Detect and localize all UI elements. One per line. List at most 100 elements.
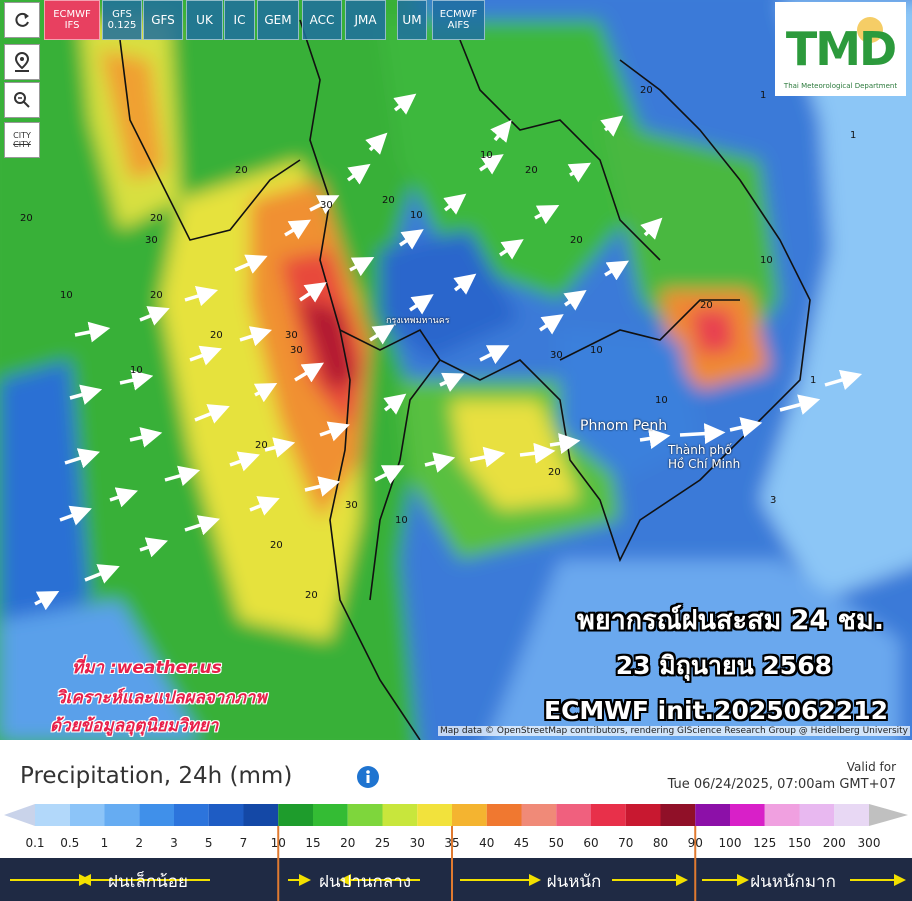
contour-label: 20 <box>210 330 223 341</box>
wind-arrow <box>534 205 560 225</box>
contour-label: 20 <box>548 467 561 478</box>
scale-swatch <box>139 804 174 826</box>
contour-label: 1 <box>760 90 767 101</box>
wind-arrow <box>349 257 375 277</box>
scale-label: 7 <box>239 836 248 850</box>
model-button[interactable]: ECMWF AIFS <box>432 0 485 40</box>
model-button[interactable]: GFS 0.125 <box>102 0 142 40</box>
zoom-button[interactable] <box>4 82 40 118</box>
model-button[interactable]: IC <box>224 0 255 40</box>
wind-arrow <box>679 423 726 445</box>
scale-swatch <box>764 804 800 826</box>
credit: วิเคราะห์และแปลผลจากภาพ <box>56 688 267 708</box>
wind-arrow <box>424 452 456 473</box>
scale-swatch <box>104 804 140 826</box>
wind-arrow <box>443 193 467 215</box>
contour-label: 20 <box>150 290 163 301</box>
model-button[interactable]: ECMWF IFS <box>44 0 100 40</box>
wind-arrow <box>74 321 111 343</box>
wind-arrow <box>567 162 592 183</box>
refresh-button[interactable] <box>4 2 40 38</box>
contour-label: 10 <box>130 365 143 376</box>
location-button[interactable] <box>4 44 40 80</box>
scale-swatch <box>174 804 209 826</box>
wind-arrow <box>453 273 477 295</box>
scale-label: 25 <box>374 836 391 850</box>
city-button[interactable]: CITY CITY <box>4 122 40 158</box>
model-button[interactable]: GEM <box>257 0 299 40</box>
wind-arrow <box>239 326 273 347</box>
contour-label: 20 <box>270 540 283 551</box>
scale-label: 50 <box>548 836 564 850</box>
model-button[interactable]: UM <box>397 0 427 40</box>
contour-label: 10 <box>760 255 773 266</box>
model-button[interactable]: GFS <box>143 0 183 40</box>
wind-arrow <box>109 487 138 508</box>
contour-label: 20 <box>570 235 583 246</box>
headline: 23 มิถุนายน 2568 <box>615 651 832 680</box>
contour-label: 10 <box>60 290 73 301</box>
scale-swatch <box>486 804 522 826</box>
wind-arrow <box>409 294 434 315</box>
model-label: GFS <box>112 9 132 20</box>
info-icon[interactable] <box>356 765 380 789</box>
logo-sun <box>857 17 883 43</box>
wind-arrow <box>383 393 407 415</box>
model-button[interactable]: UK <box>186 0 223 40</box>
scale-label: 30 <box>409 836 425 850</box>
wind-arrow <box>539 314 564 335</box>
wind-arrow <box>365 132 388 155</box>
valid-time: Tue 06/24/2025, 07:00am GMT+07 <box>667 777 896 792</box>
wind-arrow <box>34 591 60 611</box>
model-label: IC <box>233 12 246 27</box>
scale-label: 35 <box>444 836 460 850</box>
contour-label: 20 <box>305 590 318 601</box>
contour-label: 10 <box>590 345 603 356</box>
wind-arrow <box>369 324 395 345</box>
scale-label: 80 <box>652 836 669 850</box>
scale-swatch <box>208 804 244 826</box>
scale-label: 100 <box>718 836 742 850</box>
scale-label: 40 <box>479 836 495 850</box>
logo-title: TMD <box>785 22 897 76</box>
scale-label: 15 <box>305 836 321 850</box>
color-scale <box>0 804 912 901</box>
city-label: Hồ Chí Minh <box>668 457 741 471</box>
wind-arrow <box>374 465 405 485</box>
model-button[interactable]: JMA <box>345 0 386 40</box>
scale-swatch <box>417 804 452 826</box>
scale-swatch <box>347 804 383 826</box>
wind-arrow <box>393 93 417 115</box>
contour-label: 20 <box>150 213 163 224</box>
scale-label: 20 <box>340 836 356 850</box>
wind-arrow <box>499 239 524 260</box>
model-label: ACC <box>309 12 335 27</box>
wind-arrow <box>399 229 424 250</box>
zoom-icon <box>14 92 30 108</box>
scale-swatch <box>625 804 661 826</box>
contour-label: 20 <box>525 165 538 176</box>
contour-label: 20 <box>255 440 268 451</box>
scale-swatch <box>382 804 418 826</box>
scale-swatch <box>278 804 313 826</box>
refresh-icon <box>15 12 29 27</box>
model-button[interactable]: ACC <box>302 0 342 40</box>
scale-swatch <box>730 804 765 826</box>
logo-subtitle: Thai Meteorological Department <box>783 82 898 90</box>
wind-arrow <box>299 282 327 303</box>
model-label: UM <box>402 12 422 27</box>
wind-arrow <box>469 446 506 468</box>
wind-arrow <box>519 442 556 464</box>
attribution: Map data © OpenStreetMap contributors, r… <box>438 726 910 736</box>
scale-label: 60 <box>583 836 599 850</box>
contour-label: 30 <box>285 330 298 341</box>
wind-arrow <box>549 433 581 454</box>
wind-arrow <box>264 437 296 458</box>
wind-arrow <box>309 195 340 215</box>
contour-label: 20 <box>700 300 713 311</box>
coastlines <box>119 19 811 740</box>
scale-swatch <box>313 804 348 826</box>
wind-arrow <box>249 496 280 516</box>
scale-label: 70 <box>618 836 634 850</box>
scale-cap <box>4 804 35 826</box>
